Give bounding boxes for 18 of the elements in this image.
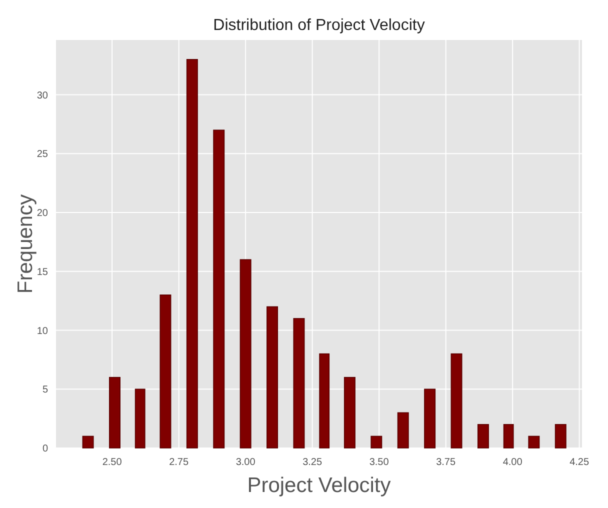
y-tick-label: 30 xyxy=(36,90,48,102)
x-axis-title: Project Velocity xyxy=(247,474,392,497)
x-tick-label: 4.25 xyxy=(570,457,590,468)
y-tick-label: 10 xyxy=(36,326,48,337)
x-tick-label: 3.25 xyxy=(302,457,322,468)
x-tick-label: 3.50 xyxy=(369,457,390,468)
y-tick-label: 20 xyxy=(36,208,48,219)
x-tick-label: 2.75 xyxy=(169,457,189,468)
x-tick-label: 4.00 xyxy=(502,457,523,468)
chart-title: Distribution of Project Velocity xyxy=(213,17,425,34)
x-tick-label: 2.50 xyxy=(102,457,122,468)
y-tick-label: 15 xyxy=(36,266,48,278)
x-tick-label: 3.00 xyxy=(236,457,256,468)
y-tick-label: 5 xyxy=(42,384,48,396)
y-tick-label: 0 xyxy=(42,444,48,454)
y-tick-label: 25 xyxy=(36,149,48,160)
x-tick-label: 3.75 xyxy=(436,457,456,468)
y-axis-title: Frequency xyxy=(14,194,37,294)
